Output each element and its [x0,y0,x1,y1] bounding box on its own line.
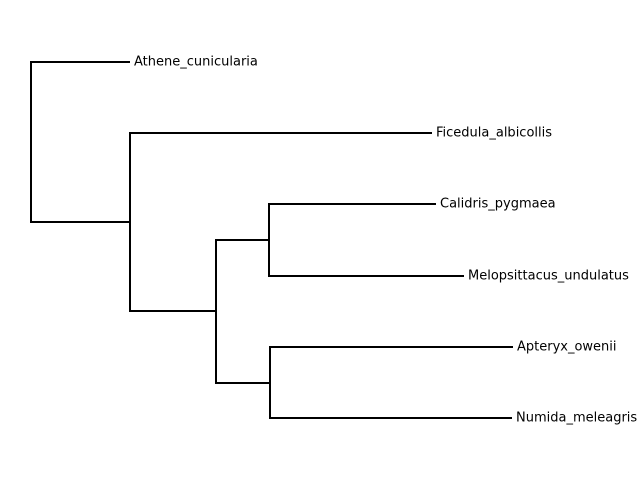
leaf-label-apteryx-owenii: Apteryx_owenii [517,340,617,355]
leaf-label-numida-meleagris: Numida_meleagris [516,411,637,426]
leaf-label-athene-cunicularia: Athene_cunicularia [134,55,258,70]
leaf-label-ficedula-albicollis: Ficedula_albicollis [436,126,552,141]
leaf-label-calidris-pygmaea: Calidris_pygmaea [440,197,556,212]
tree-branches [30,61,513,419]
leaf-labels: Athene_cunicularia Ficedula_albicollis C… [134,55,637,426]
leaf-label-melopsittacus-undulatus: Melopsittacus_undulatus [468,269,629,284]
